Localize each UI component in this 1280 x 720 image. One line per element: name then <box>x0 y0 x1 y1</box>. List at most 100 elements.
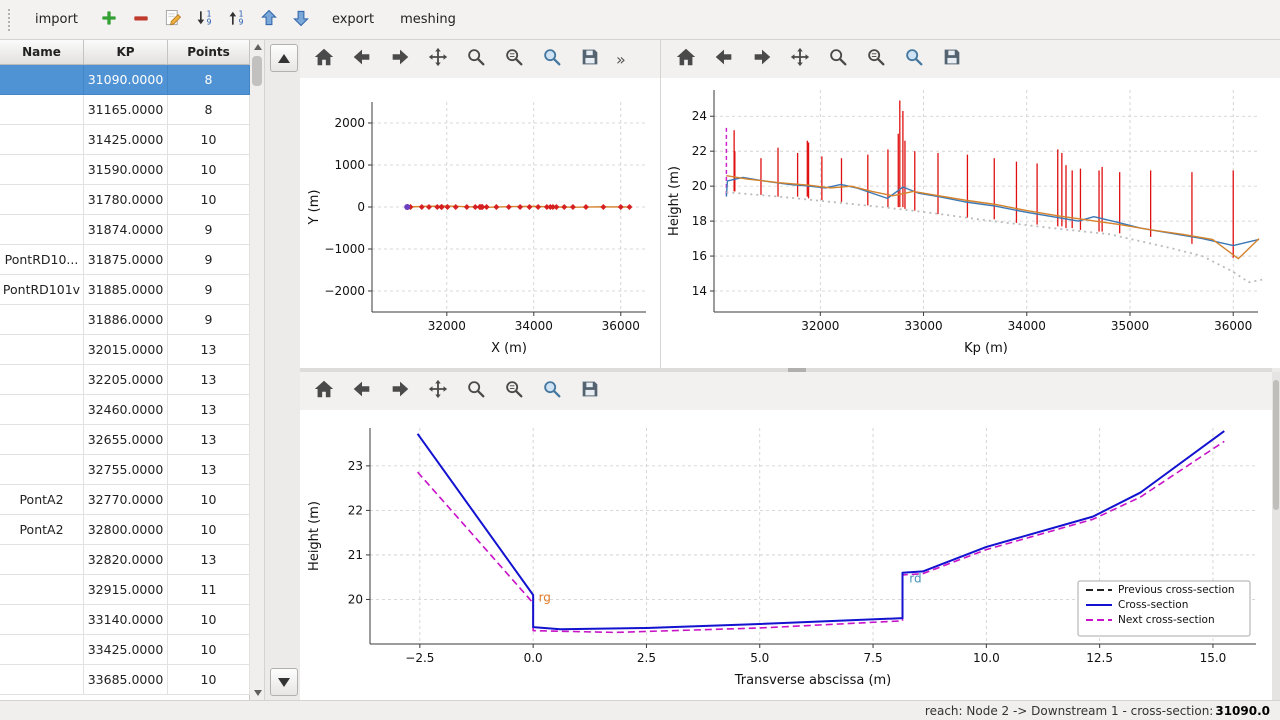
move-up-button[interactable] <box>256 7 282 33</box>
table-row[interactable]: 31090.0000 8 <box>0 65 250 95</box>
table-row[interactable]: 32015.0000 13 <box>0 335 250 365</box>
home-button[interactable] <box>672 45 700 73</box>
customize-button[interactable] <box>538 45 566 73</box>
svg-text:23: 23 <box>348 459 363 473</box>
subplots-button[interactable] <box>500 45 528 73</box>
cell-points: 10 <box>168 635 250 665</box>
zoom-button[interactable] <box>462 377 490 405</box>
cell-kp: 32820.0000 <box>84 545 168 575</box>
splitter-handle[interactable] <box>788 368 806 372</box>
column-header-name[interactable]: Name <box>0 40 84 64</box>
cell-name <box>0 545 84 575</box>
cell-kp: 31590.0000 <box>84 155 168 185</box>
svg-text:Transverse abscissa (m): Transverse abscissa (m) <box>734 673 892 688</box>
svg-text:16: 16 <box>692 249 707 263</box>
svg-text:9: 9 <box>239 17 244 26</box>
svg-text:32000: 32000 <box>428 319 466 333</box>
profile-toolbar <box>672 42 966 76</box>
scrollbar-down-icon[interactable] <box>250 686 265 700</box>
table-row[interactable]: PontRD101v 31885.0000 9 <box>0 275 250 305</box>
customize-button[interactable] <box>538 377 566 405</box>
table-row[interactable]: 31780.0000 10 <box>0 185 250 215</box>
svg-text:32000: 32000 <box>801 319 839 333</box>
save-button[interactable] <box>938 45 966 73</box>
table-row[interactable]: 31590.0000 10 <box>0 155 250 185</box>
cell-name <box>0 395 84 425</box>
add-cross-section-button[interactable] <box>96 7 122 33</box>
move-down-button[interactable] <box>288 7 314 33</box>
pan-button[interactable] <box>424 377 452 405</box>
table-scrollbar[interactable] <box>250 40 265 700</box>
table-row[interactable]: 31874.0000 9 <box>0 215 250 245</box>
menu-meshing[interactable]: meshing <box>400 12 456 27</box>
save-button[interactable] <box>576 377 604 405</box>
toolbar-grip[interactable] <box>8 8 13 31</box>
scrollbar-up-icon[interactable] <box>250 40 265 54</box>
home-button[interactable] <box>310 45 338 73</box>
svg-text:34000: 34000 <box>515 319 553 333</box>
right-scrollbar-thumb[interactable] <box>1273 380 1279 510</box>
table-row[interactable]: 33140.0000 10 <box>0 605 250 635</box>
customize-button[interactable] <box>900 45 928 73</box>
customize-icon <box>541 46 563 72</box>
table-row[interactable]: PontRD10... 31875.0000 9 <box>0 245 250 275</box>
back-button[interactable] <box>348 377 376 405</box>
cross-section-chart[interactable]: −2.5 0.0 2.5 5.0 7.5 10.0 12.5 15.0 20 21 22 23 Tran… <box>302 410 1270 698</box>
pan-button[interactable] <box>786 45 814 73</box>
pan-button[interactable] <box>424 45 452 73</box>
cell-points: 9 <box>168 245 250 275</box>
svg-text:10.0: 10.0 <box>973 651 1000 665</box>
move-row-down-button[interactable] <box>270 668 298 696</box>
table-row[interactable]: 31165.0000 8 <box>0 95 250 125</box>
cell-name <box>0 185 84 215</box>
toolbar-overflow-chevron[interactable]: » <box>616 49 626 69</box>
horizontal-splitter[interactable] <box>300 368 1272 372</box>
svg-text:1: 1 <box>207 9 212 18</box>
menu-import[interactable]: import <box>35 12 78 27</box>
scrollbar-thumb[interactable] <box>252 56 262 86</box>
subplots-button[interactable] <box>862 45 890 73</box>
table-row[interactable]: 32755.0000 13 <box>0 455 250 485</box>
cell-kp: 31885.0000 <box>84 275 168 305</box>
pan-icon <box>789 46 811 72</box>
plan-view-chart[interactable]: 32000 34000 36000 −2000 −1000 0 1000 2000 X (m) Y… <box>302 78 658 366</box>
forward-button[interactable] <box>748 45 776 73</box>
table-row[interactable]: 32460.0000 13 <box>0 395 250 425</box>
table-row[interactable]: 33425.0000 10 <box>0 635 250 665</box>
column-header-kp[interactable]: KP <box>84 40 168 64</box>
column-header-points[interactable]: Points <box>168 40 250 64</box>
cell-name <box>0 95 84 125</box>
forward-button[interactable] <box>386 45 414 73</box>
right-scrollbar[interactable] <box>1272 372 1280 700</box>
cell-points: 9 <box>168 275 250 305</box>
forward-button[interactable] <box>386 377 414 405</box>
customize-icon <box>541 378 563 404</box>
menu-export[interactable]: export <box>331 12 375 27</box>
zoom-button[interactable] <box>462 45 490 73</box>
table-row[interactable]: 31425.0000 10 <box>0 125 250 155</box>
table-row[interactable]: 31886.0000 9 <box>0 305 250 335</box>
table-row[interactable]: PontA2 32800.0000 10 <box>0 515 250 545</box>
longitudinal-profile-chart[interactable]: 32000 33000 34000 35000 36000 14 16 18 20 22 24 Kp … <box>662 78 1278 366</box>
table-row[interactable]: PontA2 32770.0000 10 <box>0 485 250 515</box>
table-row[interactable]: 33685.0000 10 <box>0 665 250 695</box>
svg-text:Previous cross-section: Previous cross-section <box>1118 584 1235 596</box>
table-row[interactable]: 32820.0000 13 <box>0 545 250 575</box>
back-button[interactable] <box>710 45 738 73</box>
edit-cross-section-button[interactable] <box>160 7 186 33</box>
save-button[interactable] <box>576 45 604 73</box>
table-row[interactable]: 32655.0000 13 <box>0 425 250 455</box>
cell-name <box>0 455 84 485</box>
move-row-up-button[interactable] <box>270 44 298 72</box>
table-row[interactable]: 32205.0000 13 <box>0 365 250 395</box>
cell-kp: 33425.0000 <box>84 635 168 665</box>
home-button[interactable] <box>310 377 338 405</box>
subplots-button[interactable] <box>500 377 528 405</box>
remove-cross-section-button[interactable] <box>128 7 154 33</box>
back-button[interactable] <box>348 45 376 73</box>
zoom-button[interactable] <box>824 45 852 73</box>
table-row[interactable]: 32915.0000 11 <box>0 575 250 605</box>
